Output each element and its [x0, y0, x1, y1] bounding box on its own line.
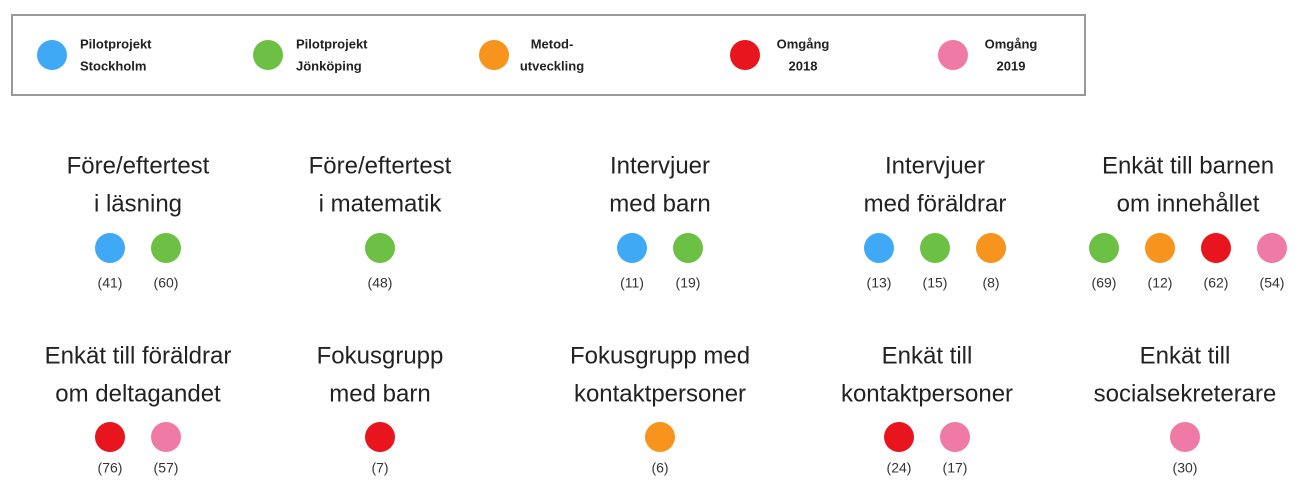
item-title: Intervjuer	[885, 152, 985, 179]
legend-label: Omgång	[985, 36, 1038, 51]
item-dot	[1089, 233, 1119, 263]
item-dot	[151, 422, 181, 452]
item-title: socialsekreterare	[1094, 380, 1277, 407]
item-dot	[151, 233, 181, 263]
item-dot	[645, 422, 675, 452]
legend-dot	[479, 40, 509, 70]
item-count: (62)	[1204, 275, 1229, 291]
item-title: kontaktpersoner	[841, 380, 1013, 407]
item-count: (76)	[98, 460, 123, 476]
item-count: (60)	[154, 275, 179, 291]
legend-dot	[938, 40, 968, 70]
item-dot	[1170, 422, 1200, 452]
item-count: (48)	[368, 275, 393, 291]
item-title: Enkät till barnen	[1102, 152, 1274, 179]
item-title: Före/eftertest	[309, 152, 452, 179]
item-title: Enkät till föräldrar	[45, 342, 232, 369]
item-dot	[95, 233, 125, 263]
item-dot	[617, 233, 647, 263]
item-dot	[920, 233, 950, 263]
item-dot	[884, 422, 914, 452]
item-count: (24)	[887, 460, 912, 476]
legend-dot	[253, 40, 283, 70]
item-count: (15)	[923, 275, 948, 291]
legend-label: Omgång	[777, 36, 830, 51]
item-dot	[365, 233, 395, 263]
item-count: (30)	[1173, 460, 1198, 476]
legend-box	[11, 14, 1086, 96]
item-title: Fokusgrupp	[317, 342, 444, 369]
item-count: (13)	[867, 275, 892, 291]
legend-label: 2018	[789, 58, 818, 73]
item-dot	[673, 233, 703, 263]
legend-label: Pilotprojekt	[296, 36, 368, 51]
item-count: (69)	[1092, 275, 1117, 291]
legend-label: Metod-	[531, 36, 574, 51]
item-title: Enkät till	[1140, 342, 1231, 369]
legend-label: Jönköping	[296, 58, 362, 73]
item-title: i läsning	[94, 190, 182, 217]
item-count: (6)	[651, 460, 668, 476]
item-dot	[1257, 233, 1287, 263]
legend-label: utveckling	[520, 58, 584, 73]
item-title: med föräldrar	[864, 190, 1007, 217]
item-count: (17)	[943, 460, 968, 476]
item-title: i matematik	[319, 190, 443, 217]
item-dot	[365, 422, 395, 452]
item-count: (54)	[1260, 275, 1285, 291]
item-title: med barn	[609, 190, 710, 217]
item-dot	[940, 422, 970, 452]
item-dot	[864, 233, 894, 263]
item-count: (19)	[676, 275, 701, 291]
legend-label: Stockholm	[80, 58, 146, 73]
legend-dot	[37, 40, 67, 70]
item-title: Fokusgrupp med	[570, 342, 750, 369]
item-title: Före/eftertest	[67, 152, 210, 179]
item-count: (41)	[98, 275, 123, 291]
item-count: (57)	[154, 460, 179, 476]
item-count: (7)	[371, 460, 388, 476]
item-dot	[1201, 233, 1231, 263]
item-title: Enkät till	[882, 342, 973, 369]
item-dot	[1145, 233, 1175, 263]
item-title: om innehållet	[1117, 190, 1260, 217]
legend-label: Pilotprojekt	[80, 36, 152, 51]
legend-dot	[730, 40, 760, 70]
legend-label: 2019	[997, 58, 1026, 73]
item-title: om deltagandet	[55, 380, 221, 407]
item-count: (12)	[1148, 275, 1173, 291]
item-dot	[95, 422, 125, 452]
item-count: (8)	[982, 275, 999, 291]
item-title: med barn	[329, 380, 430, 407]
item-dot	[976, 233, 1006, 263]
item-title: kontaktpersoner	[574, 380, 746, 407]
item-title: Intervjuer	[610, 152, 710, 179]
item-count: (11)	[620, 275, 644, 291]
